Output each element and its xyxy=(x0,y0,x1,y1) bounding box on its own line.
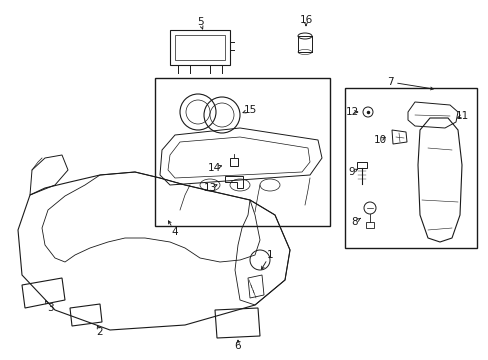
Text: 1: 1 xyxy=(266,250,273,260)
Text: 10: 10 xyxy=(373,135,386,145)
Text: 8: 8 xyxy=(351,217,358,227)
Bar xyxy=(345,88,476,248)
Text: 4: 4 xyxy=(171,227,178,237)
Text: 3: 3 xyxy=(46,303,53,313)
Text: 15: 15 xyxy=(243,105,256,115)
Text: 13: 13 xyxy=(203,183,216,193)
Bar xyxy=(175,35,224,60)
Bar xyxy=(170,30,229,65)
Text: 11: 11 xyxy=(454,111,468,121)
Bar xyxy=(365,222,373,228)
Text: 12: 12 xyxy=(345,107,358,117)
Bar xyxy=(229,158,238,166)
Bar xyxy=(155,78,329,226)
Bar xyxy=(356,162,366,168)
Text: 9: 9 xyxy=(348,167,355,177)
Text: 16: 16 xyxy=(299,15,312,25)
Text: 7: 7 xyxy=(386,77,392,87)
Text: 2: 2 xyxy=(97,327,103,337)
Text: 6: 6 xyxy=(234,341,241,351)
Text: 14: 14 xyxy=(207,163,220,173)
Text: 5: 5 xyxy=(196,17,203,27)
